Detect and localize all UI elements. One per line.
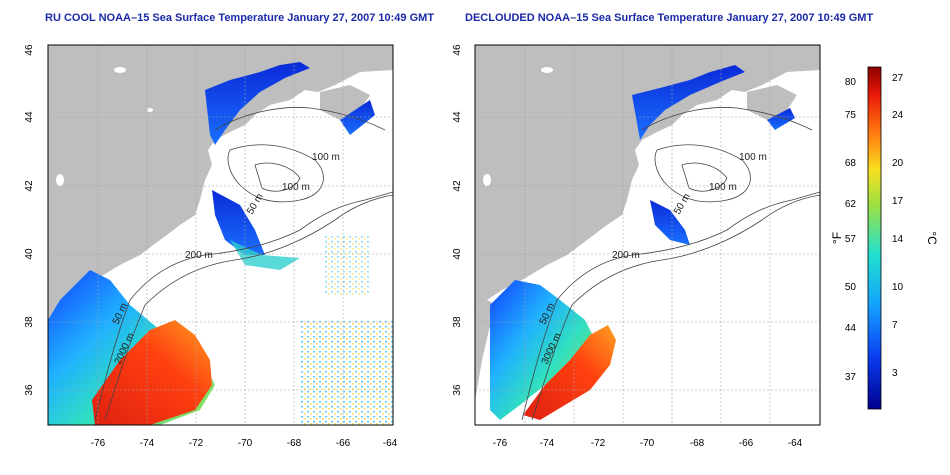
celsius-tick: 24	[892, 110, 904, 121]
y-tick-label: 38	[24, 316, 35, 328]
left-panel-title: RU COOL NOAA–15 Sea Surface Temperature …	[45, 12, 435, 24]
y-tick-label: 40	[452, 248, 463, 260]
y-tick-label: 44	[452, 111, 463, 123]
right-panel-title: DECLOUDED NOAA–15 Sea Surface Temperatur…	[465, 12, 874, 24]
contour-label: 200 m	[612, 250, 640, 261]
celsius-tick: 7	[892, 320, 898, 331]
fahrenheit-tick: 44	[845, 323, 857, 334]
celsius-tick: 3	[892, 368, 898, 379]
x-tick-label: -66	[739, 438, 754, 449]
fahrenheit-tick: 68	[845, 158, 857, 169]
y-tick-label: 36	[452, 384, 463, 396]
contour-label: 100 m	[312, 152, 340, 163]
y-tick-label: 46	[24, 44, 35, 56]
x-tick-label: -74	[540, 438, 555, 449]
fahrenheit-tick: 62	[845, 199, 857, 210]
y-axis: 36 38 40 42 44 46	[452, 44, 463, 396]
y-tick-label: 44	[24, 111, 35, 123]
contour-label: 100 m	[709, 182, 737, 193]
x-tick-label: -68	[287, 438, 302, 449]
grid-lines	[475, 45, 820, 425]
y-tick-label: 42	[452, 180, 463, 192]
bathymetry-contours	[521, 107, 820, 421]
y-tick-label: 36	[24, 384, 35, 396]
x-tick-label: -66	[336, 438, 351, 449]
y-axis: 36 38 40 42 44 46	[24, 44, 35, 396]
x-tick-label: -64	[788, 438, 803, 449]
contour-label: 100 m	[282, 182, 310, 193]
contour-label: 100 m	[739, 152, 767, 163]
celsius-tick: 10	[892, 282, 904, 293]
x-tick-label: -76	[493, 438, 508, 449]
celsius-tick: 27	[892, 73, 904, 84]
grid-lines	[48, 45, 393, 425]
bathymetry-contours	[94, 107, 393, 421]
fahrenheit-tick: 37	[845, 372, 857, 383]
x-tick-label: -72	[189, 438, 204, 449]
fahrenheit-tick: 50	[845, 282, 857, 293]
right-map-panel: 100 m 100 m 50 m 200 m 50 m 3000 m -76 -…	[452, 44, 821, 449]
fahrenheit-unit-label: °F	[830, 232, 844, 244]
celsius-tick: 17	[892, 196, 904, 207]
temperature-colorbar: 80 75 68 62 57 50 44 37 27 24 20 17 14 1…	[830, 66, 939, 410]
colorbar-gradient	[867, 66, 882, 410]
sst-overlay	[48, 62, 393, 425]
fahrenheit-tick: 57	[845, 234, 857, 245]
x-tick-label: -74	[140, 438, 155, 449]
x-axis: -76 -74 -72 -70 -68 -66 -64	[493, 438, 803, 449]
sst-overlay	[490, 65, 795, 420]
x-tick-label: -64	[383, 438, 398, 449]
x-tick-label: -68	[690, 438, 705, 449]
y-tick-label: 42	[24, 180, 35, 192]
celsius-tick: 14	[892, 234, 904, 245]
x-axis: -76 -74 -72 -70 -68 -66 -64	[91, 438, 398, 449]
fahrenheit-tick: 75	[845, 110, 857, 121]
celsius-ticks: 27 24 20 17 14 10 7 3	[892, 73, 904, 379]
x-tick-label: -76	[91, 438, 106, 449]
x-tick-label: -70	[238, 438, 253, 449]
x-tick-label: -70	[640, 438, 655, 449]
contour-label: 200 m	[185, 250, 213, 261]
celsius-unit-label: °C	[925, 231, 939, 245]
fahrenheit-ticks: 80 75 68 62 57 50 44 37	[845, 77, 857, 383]
left-map-panel: 100 m 100 m 50 m 200 m 50 m 2000 m -76 -…	[24, 44, 398, 449]
fahrenheit-tick: 80	[845, 77, 857, 88]
y-tick-label: 46	[452, 44, 463, 56]
y-tick-label: 38	[452, 316, 463, 328]
y-tick-label: 40	[24, 248, 35, 260]
x-tick-label: -72	[591, 438, 606, 449]
celsius-tick: 20	[892, 158, 904, 169]
